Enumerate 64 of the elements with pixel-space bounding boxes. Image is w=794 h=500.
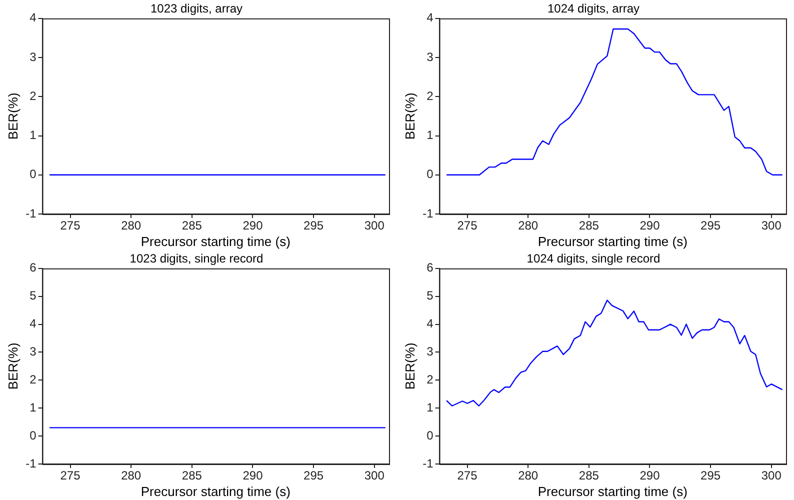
y-tick-label: 2	[30, 372, 37, 386]
x-tick-label: 275	[60, 468, 81, 483]
y-tick-label: 3	[426, 344, 434, 359]
x-tick-label: 290	[242, 468, 264, 483]
chart-title: 1023 digits, array	[150, 2, 243, 16]
x-tick-label: 280	[121, 468, 142, 483]
y-tick-label: 3	[30, 344, 37, 359]
y-axis-title: BER(%)	[5, 342, 20, 390]
y-tick-label: 4	[30, 316, 37, 331]
x-tick-label: 285	[578, 218, 600, 233]
y-tick-label: -1	[26, 206, 37, 220]
y-tick-label: 5	[30, 288, 37, 303]
y-tick-label: 2	[426, 88, 434, 103]
y-tick-label: 5	[426, 288, 434, 303]
x-tick-label: 275	[457, 218, 478, 233]
y-tick-label: -1	[422, 206, 434, 220]
x-tick-label: 300	[364, 218, 385, 233]
x-tick-label: 295	[304, 468, 324, 483]
y-tick-label: 4	[426, 316, 434, 331]
chart-title: 1024 digits, single record	[526, 252, 660, 266]
x-tick-label: 300	[761, 218, 782, 233]
y-tick-label: 0	[30, 167, 37, 182]
y-tick-label: 4	[426, 10, 434, 25]
y-tick-label: 6	[426, 260, 434, 275]
y-tick-label: 3	[426, 50, 434, 64]
x-tick-label: 295	[304, 218, 324, 233]
x-tick-label: 300	[364, 468, 385, 483]
x-axis-title: Precursor starting time (s)	[538, 234, 688, 249]
y-axis-title: BER(%)	[5, 92, 20, 140]
x-tick-label: 295	[700, 218, 721, 233]
y-tick-label: 0	[30, 428, 37, 442]
x-tick-label: 285	[182, 468, 202, 483]
y-tick-label: 1	[426, 400, 434, 414]
y-tick-label: 1	[30, 400, 37, 414]
y-tick-label: 1	[30, 128, 37, 142]
x-tick-label: 285	[182, 218, 202, 233]
chart-title: 1023 digits, single record	[130, 252, 264, 266]
x-tick-label: 285	[578, 468, 600, 483]
x-axis-title: Precursor starting time (s)	[140, 484, 290, 499]
x-axis-title: Precursor starting time (s)	[140, 234, 290, 249]
y-tick-label: 3	[30, 50, 37, 64]
y-tick-label: 4	[30, 10, 37, 25]
y-tick-label: 6	[30, 260, 37, 275]
y-tick-label: 0	[426, 167, 434, 182]
x-tick-label: 290	[242, 218, 264, 233]
x-tick-label: 290	[640, 468, 660, 483]
x-tick-label: 300	[761, 468, 782, 483]
x-tick-label: 290	[640, 218, 660, 233]
y-tick-label: 2	[30, 88, 37, 103]
y-tick-label: 0	[426, 428, 434, 442]
x-tick-label: 280	[121, 218, 142, 233]
x-tick-label: 280	[518, 468, 538, 483]
x-tick-label: 295	[700, 468, 721, 483]
x-tick-label: 275	[60, 218, 81, 233]
y-tick-label: -1	[422, 456, 434, 470]
x-tick-label: 275	[457, 468, 478, 483]
x-tick-label: 280	[518, 218, 538, 233]
chart-title: 1024 digits, array	[547, 2, 640, 16]
y-axis-title: BER(%)	[402, 342, 418, 390]
y-axis-title: BER(%)	[402, 92, 418, 140]
x-axis-title: Precursor starting time (s)	[538, 484, 688, 499]
y-tick-label: 2	[426, 372, 434, 386]
y-tick-label: -1	[26, 456, 37, 470]
y-tick-label: 1	[426, 128, 434, 142]
